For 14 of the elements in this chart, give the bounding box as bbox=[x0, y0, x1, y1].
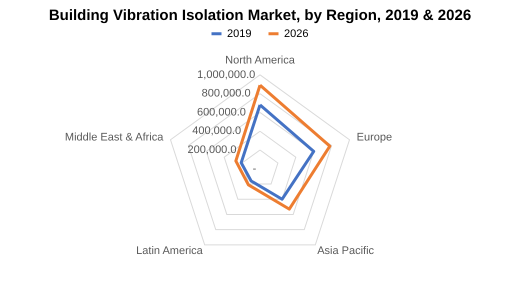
y-tick-label: 1,000,000.0 bbox=[197, 68, 256, 81]
y-tick-label: 200,000.0 bbox=[188, 144, 236, 156]
y-tick-label: 600,000.0 bbox=[196, 106, 246, 118]
y-tick-label: 800,000.0 bbox=[202, 88, 251, 100]
spoke-label: Europe bbox=[356, 131, 392, 144]
chart-title: Building Vibration Isolation Market, by Region, 2019 & 2026 bbox=[48, 7, 472, 24]
legend-label: 2019 bbox=[227, 28, 252, 40]
y-tick-label: 400,000.0 bbox=[192, 125, 242, 138]
legend-label: 2026 bbox=[284, 28, 308, 40]
spoke-label: Middle East & Africa bbox=[64, 131, 164, 144]
y-tick-label: - bbox=[252, 162, 257, 175]
spoke-label: Asia Pacific bbox=[317, 244, 375, 257]
spoke-label: North America bbox=[225, 54, 296, 66]
spoke-label: Latin America bbox=[136, 244, 204, 257]
